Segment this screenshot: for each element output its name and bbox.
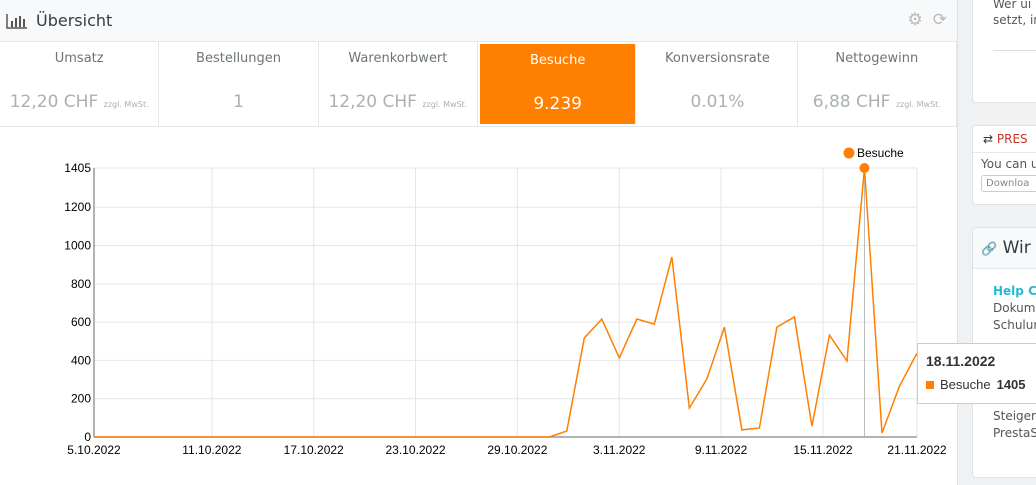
kpi-label: Warenkorbwert <box>348 51 448 66</box>
download-button[interactable]: Downloa <box>981 175 1036 192</box>
legend-swatch <box>843 147 855 159</box>
refresh-icon[interactable]: ⟳ <box>932 10 947 30</box>
kpi-label: Besuche <box>530 53 586 68</box>
y-tick-label: 200 <box>71 392 91 406</box>
kpi-label: Umsatz <box>54 51 104 66</box>
chart-tooltip: 18.11.2022 Besuche 1405 <box>917 343 1036 404</box>
panel-title: PRES <box>996 132 1028 146</box>
kpi-value: 9.239 <box>533 94 582 114</box>
series-swatch <box>926 380 934 389</box>
bar-chart-icon <box>6 13 27 29</box>
y-tick-label: 1405 <box>64 161 91 175</box>
tooltip-date: 18.11.2022 <box>926 353 996 369</box>
panel-header: Übersicht ⚙ ⟳ <box>0 0 957 42</box>
gear-icon[interactable]: ⚙ <box>907 10 923 30</box>
right-panel-update: ⇄ PRES You can u Downloa <box>972 125 1036 205</box>
kpi-value: 12,20 CHF zzgl. MwSt. <box>328 92 468 112</box>
panel-text: Wer ui <box>993 0 1032 11</box>
kpi-tab-bestellungen[interactable]: Bestellungen 1 <box>159 42 319 126</box>
x-tick-label: 21.11.2022 <box>887 443 946 457</box>
x-tick-label: 9.11.2022 <box>695 443 748 457</box>
kpi-label: Bestellungen <box>196 51 282 66</box>
data-point <box>859 163 870 173</box>
kpi-label: Nettogewinn <box>835 51 919 66</box>
x-tick-label: 11.10.2022 <box>182 443 241 457</box>
help-center-link[interactable]: Help Ce <box>993 284 1036 298</box>
x-tick-label: 5.10.2022 <box>67 443 121 457</box>
tooltip-series: Besuche <box>940 377 991 392</box>
kpi-tab-konversionsrate[interactable]: Konversionsrate 0.01% <box>638 42 798 126</box>
right-panel-1: Wer ui setzt, inv <box>972 0 1036 103</box>
x-tick-label: 3.11.2022 <box>593 443 646 457</box>
panel-text: You can u <box>981 157 1036 171</box>
kpi-tab-besuche[interactable]: Besuche 9.239 <box>480 44 637 124</box>
kpi-tab-warenkorbwert[interactable]: Warenkorbwert 12,20 CHF zzgl. MwSt. <box>319 42 479 126</box>
legend-label: Besuche <box>857 146 904 160</box>
x-tick-label: 15.11.2022 <box>793 443 852 457</box>
kpi-value: 0.01% <box>690 92 745 112</box>
y-tick-label: 0 <box>84 430 91 444</box>
link-icon: 🔗 <box>981 242 998 257</box>
x-tick-label: 17.10.2022 <box>284 443 344 457</box>
y-tick-label: 400 <box>71 353 91 367</box>
list-item[interactable]: Dokume <box>993 301 1036 315</box>
panel-text: setzt, inv <box>993 13 1036 27</box>
kpi-tab-nettogewinn[interactable]: Nettogewinn 6,88 CHF zzgl. MwSt. <box>798 42 957 126</box>
kpi-row: Umsatz 12,20 CHF zzgl. MwSt. Bestellungen 1… <box>0 42 957 127</box>
retweet-icon: ⇄ <box>983 132 994 146</box>
kpi-value: 1 <box>233 92 244 112</box>
y-tick-label: 1200 <box>64 200 91 214</box>
panel-title: Wir s <box>1002 238 1036 258</box>
kpi-label: Konversionsrate <box>665 51 770 66</box>
kpi-tab-umsatz[interactable]: Umsatz 12,20 CHF zzgl. MwSt. <box>0 42 160 126</box>
tooltip-value: 1405 <box>996 377 1026 392</box>
list-item[interactable]: Steigern <box>993 409 1036 423</box>
y-tick-label: 800 <box>71 277 91 291</box>
visits-chart: 0 200 400 600 800 1000 1200 1405 5.10.2022 11.10.… <box>64 146 947 457</box>
x-tick-label: 29.10.2022 <box>487 443 547 457</box>
y-tick-label: 600 <box>71 315 91 329</box>
series-line-besuche <box>94 167 918 438</box>
list-item[interactable]: Schulung <box>993 318 1036 332</box>
x-tick-label: 23.10.2022 <box>386 443 446 457</box>
list-item[interactable]: PrestaSh <box>993 426 1036 440</box>
kpi-value: 12,20 CHF zzgl. MwSt. <box>9 92 149 112</box>
overview-panel: Übersicht ⚙ ⟳ Umsatz 12,20 CHF zzgl. MwSt… <box>0 0 958 485</box>
page-title: Übersicht <box>36 11 113 30</box>
kpi-value: 6,88 CHF zzgl. MwSt. <box>812 92 941 112</box>
y-tick-label: 1000 <box>64 239 91 253</box>
